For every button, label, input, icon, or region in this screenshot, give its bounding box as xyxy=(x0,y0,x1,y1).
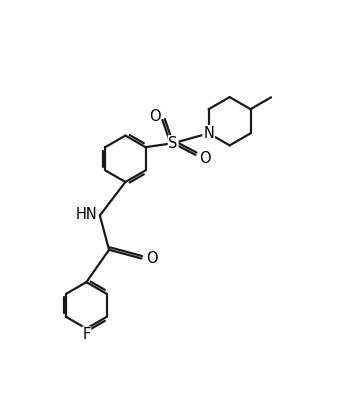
Text: F: F xyxy=(82,327,91,342)
Text: S: S xyxy=(169,136,178,151)
Text: O: O xyxy=(199,151,211,166)
Text: O: O xyxy=(146,251,158,266)
Text: N: N xyxy=(203,126,214,141)
Text: O: O xyxy=(149,109,160,124)
Text: N: N xyxy=(203,126,214,141)
Text: HN: HN xyxy=(76,207,98,222)
